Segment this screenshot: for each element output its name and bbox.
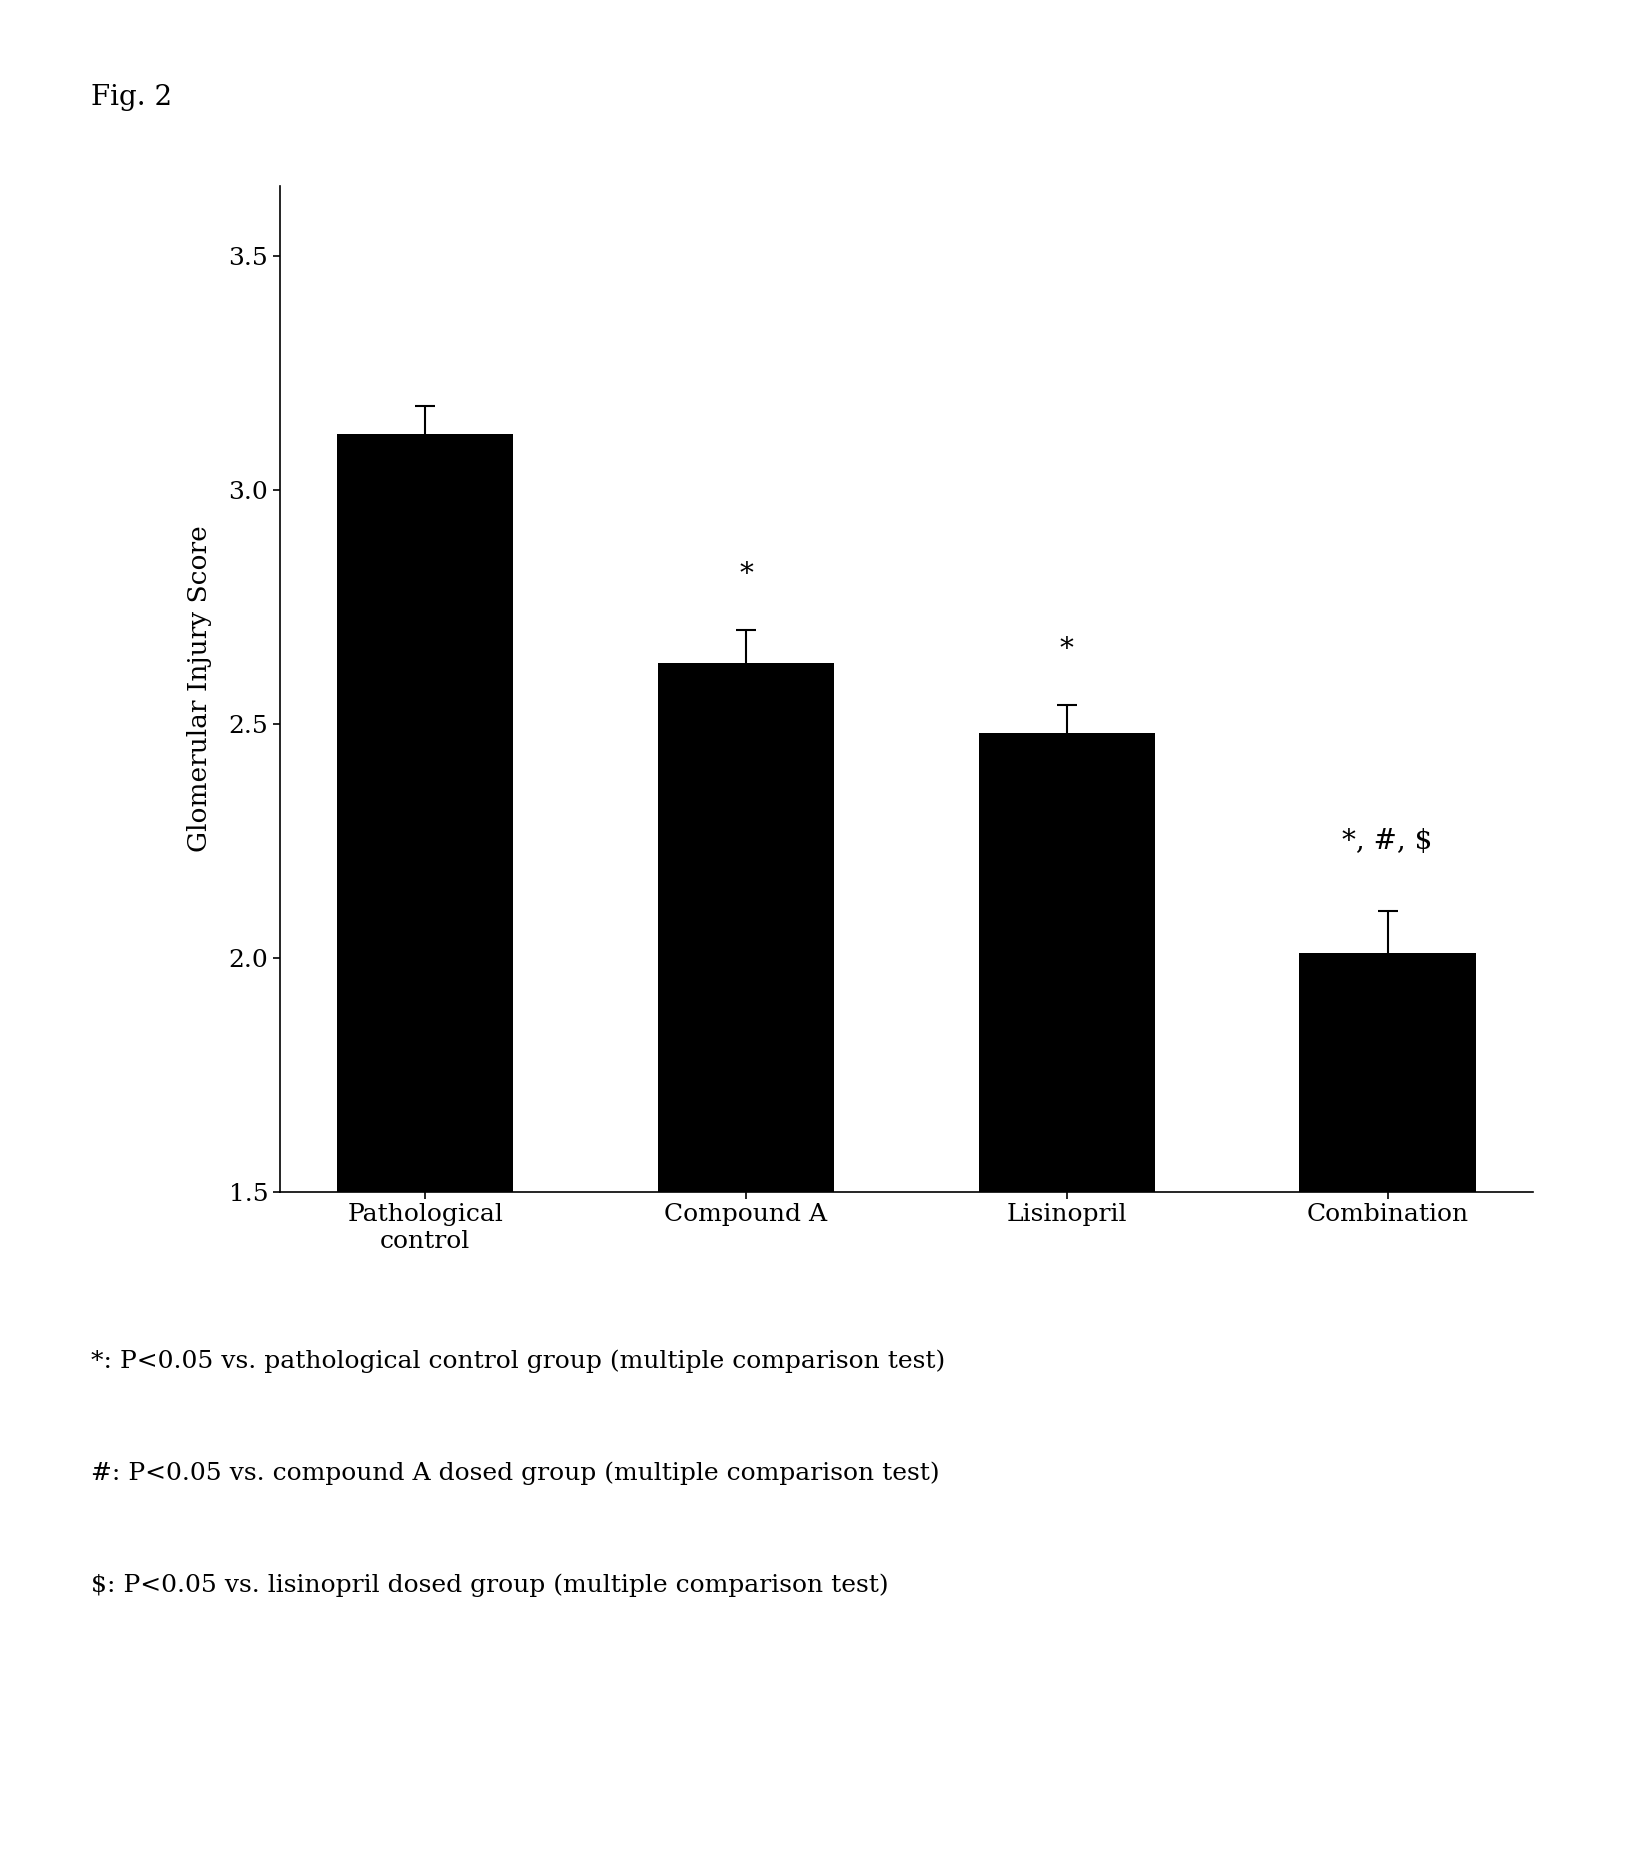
- Text: #: P<0.05 vs. compound A dosed group (multiple comparison test): #: P<0.05 vs. compound A dosed group (mu…: [91, 1462, 939, 1486]
- Text: Fig. 2: Fig. 2: [91, 84, 171, 112]
- Text: *: P<0.05 vs. pathological control group (multiple comparison test): *: P<0.05 vs. pathological control group…: [91, 1350, 944, 1374]
- Text: *: *: [1060, 637, 1074, 663]
- Bar: [1299, 953, 1475, 1862]
- Bar: [979, 734, 1155, 1862]
- Y-axis label: Glomerular Injury Score: Glomerular Injury Score: [186, 525, 213, 853]
- Bar: [658, 663, 834, 1862]
- Text: *, #, $: *, #, $: [1343, 829, 1432, 855]
- Bar: [338, 434, 514, 1862]
- Text: $: P<0.05 vs. lisinopril dosed group (multiple comparison test): $: P<0.05 vs. lisinopril dosed group (mu…: [91, 1573, 888, 1598]
- Text: *: *: [738, 560, 753, 588]
